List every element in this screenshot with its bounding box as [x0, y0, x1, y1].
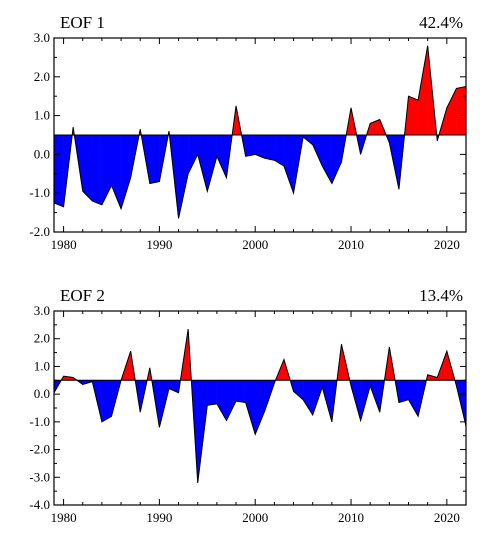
- negative-area: [398, 380, 409, 403]
- panel-title: EOF 1: [60, 13, 105, 32]
- negative-area: [322, 134, 333, 184]
- y-tick-label: -4.0: [29, 497, 50, 512]
- y-tick-label: -1.0: [29, 414, 50, 429]
- negative-area: [408, 380, 419, 418]
- negative-area: [53, 134, 64, 208]
- negative-area: [302, 380, 313, 416]
- y-tick-label: 2.0: [34, 331, 50, 346]
- y-tick-label: 3.0: [34, 303, 50, 318]
- y-tick-label: 0.0: [34, 386, 50, 401]
- negative-area: [264, 134, 275, 161]
- negative-area: [216, 134, 227, 178]
- x-tick-label: 2020: [434, 510, 460, 525]
- negative-area: [293, 380, 304, 401]
- y-tick-label: -3.0: [29, 469, 50, 484]
- x-tick-label: 1990: [146, 510, 172, 525]
- negative-area: [187, 134, 198, 174]
- variance-label: 42.4%: [419, 13, 463, 32]
- x-tick-label: 1990: [146, 237, 172, 252]
- y-tick-label: -2.0: [29, 224, 50, 239]
- panel-eof2: EOF 2 13.4% 3.0 2.0 1.0 0.0 -1.0 -2.0 -3.0 -4.0…: [29, 286, 467, 525]
- y-tick-label: -2.0: [29, 442, 50, 457]
- x-tick-label: 1980: [51, 510, 77, 525]
- negative-area: [82, 134, 93, 202]
- negative-area: [178, 134, 189, 219]
- negative-area: [312, 134, 323, 167]
- variance-label: 13.4%: [419, 286, 463, 305]
- x-tick-label: 2020: [434, 237, 460, 252]
- x-tick-label: 2000: [242, 510, 268, 525]
- negative-area: [283, 134, 294, 194]
- x-tick-label: 2000: [242, 237, 268, 252]
- panel-title: EOF 2: [60, 286, 105, 305]
- negative-area: [331, 134, 342, 184]
- negative-area: [216, 380, 227, 422]
- y-tick-label: -1.0: [29, 185, 50, 200]
- negative-area: [235, 380, 246, 403]
- negative-area: [149, 134, 160, 184]
- x-tick-label: 2010: [338, 237, 364, 252]
- y-tick-label: 3.0: [34, 30, 50, 45]
- y-tick-label: 0.0: [34, 146, 50, 161]
- x-tick-label: 2010: [338, 510, 364, 525]
- positive-area: [408, 95, 419, 136]
- negative-area: [207, 380, 218, 406]
- y-tick-label: 2.0: [34, 69, 50, 84]
- negative-area: [197, 134, 208, 192]
- negative-area: [226, 380, 237, 421]
- negative-area: [245, 134, 256, 157]
- negative-area: [101, 380, 112, 423]
- series-line: [53, 45, 467, 219]
- negative-area: [92, 134, 103, 206]
- negative-area: [120, 134, 131, 209]
- y-tick-label: 1.0: [34, 358, 50, 373]
- positive-area: [446, 88, 457, 136]
- positive-area: [456, 86, 467, 136]
- negative-area: [255, 380, 265, 435]
- x-tick-label: 1980: [51, 237, 77, 252]
- y-tick-label: 1.0: [34, 108, 50, 123]
- series-line: [53, 328, 467, 483]
